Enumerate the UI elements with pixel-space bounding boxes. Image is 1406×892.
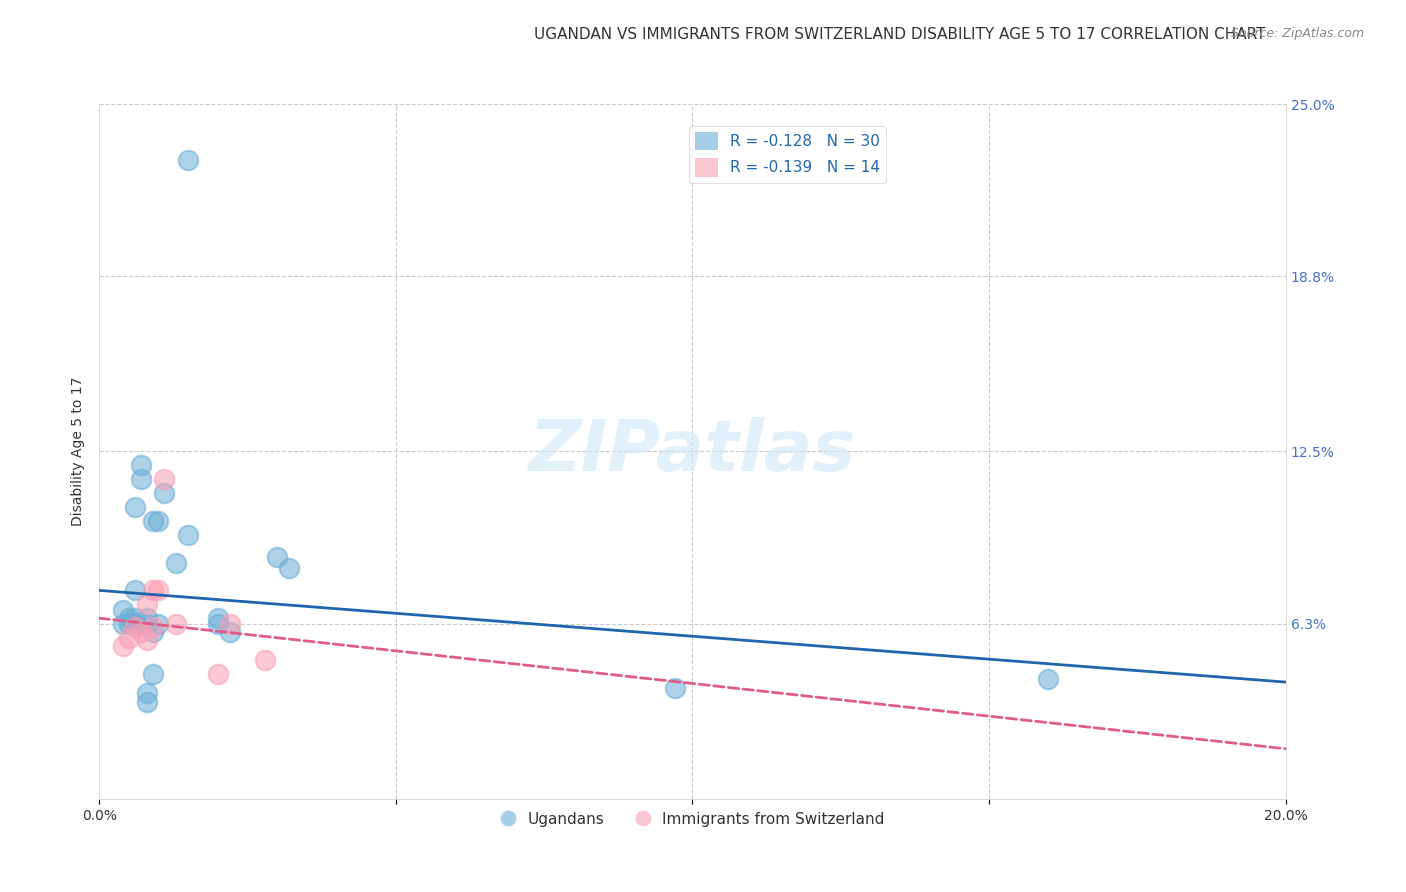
Point [148,514,170,528]
Point [124,500,146,514]
Point [153,486,176,500]
Point [141,514,163,528]
Point [111,639,134,653]
Point [111,616,134,631]
Point [124,616,146,631]
Point [664,681,686,695]
Point [135,597,157,611]
Point [1038,673,1060,687]
Point [129,625,152,640]
Point [266,549,288,564]
Point [141,583,163,598]
Point [141,625,163,640]
Point [141,619,163,633]
Y-axis label: Disability Age 5 to 17: Disability Age 5 to 17 [72,376,86,526]
Point [165,616,187,631]
Point [141,666,163,681]
Point [118,611,141,625]
Text: Source: ZipAtlas.com: Source: ZipAtlas.com [1230,27,1364,40]
Point [165,556,187,570]
Point [111,603,134,617]
Point [135,694,157,708]
Point [177,153,200,167]
Point [135,633,157,648]
Point [118,616,141,631]
Point [118,631,141,645]
Point [148,616,170,631]
Point [148,583,170,598]
Point [129,472,152,486]
Point [124,619,146,633]
Point [254,653,277,667]
Point [207,616,229,631]
Point [207,611,229,625]
Point [124,611,146,625]
Point [135,686,157,700]
Point [177,528,200,542]
Point [278,561,301,575]
Point [135,616,157,631]
Point [124,583,146,598]
Point [218,616,240,631]
Point [135,611,157,625]
Legend: Ugandans, Immigrants from Switzerland: Ugandans, Immigrants from Switzerland [494,805,891,833]
Point [153,472,176,486]
Point [124,616,146,631]
Point [129,458,152,473]
Point [218,625,240,640]
Point [207,666,229,681]
Text: UGANDAN VS IMMIGRANTS FROM SWITZERLAND DISABILITY AGE 5 TO 17 CORRELATION CHART: UGANDAN VS IMMIGRANTS FROM SWITZERLAND D… [534,27,1265,42]
Text: ZIPatlas: ZIPatlas [529,417,856,486]
